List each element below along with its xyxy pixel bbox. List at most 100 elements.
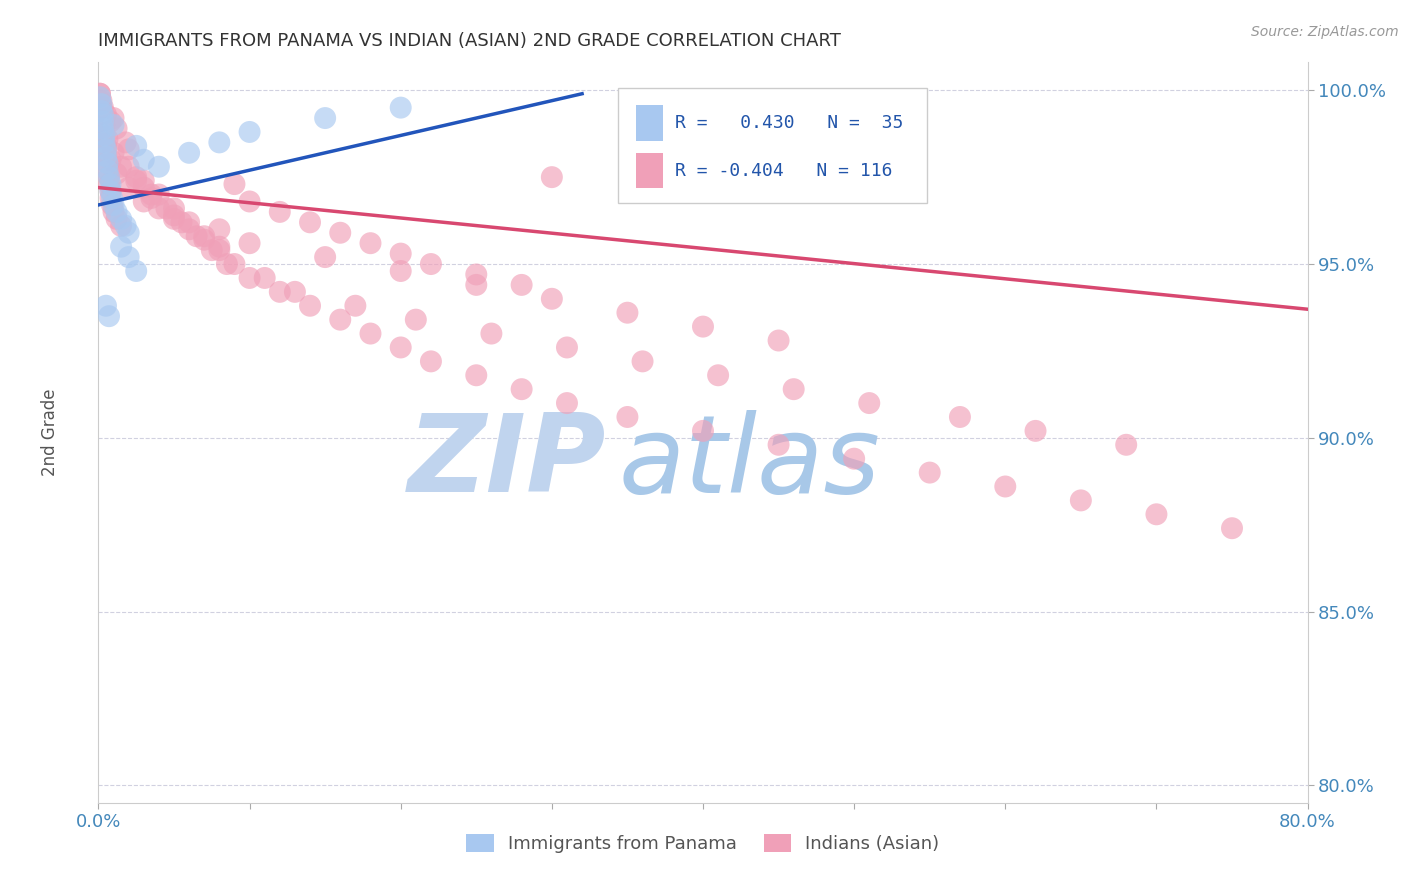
Point (98, 170, 121, 185)
Point (118, 160, 141, 174)
Point (100, 184, 122, 198)
Point (110, 160, 132, 174)
Point (91, 114, 114, 128)
Point (110, 240, 132, 254)
Text: IMMIGRANTS FROM PANAMA VS INDIAN (ASIAN) 2ND GRADE CORRELATION CHART: IMMIGRANTS FROM PANAMA VS INDIAN (ASIAN)… (98, 32, 841, 50)
FancyBboxPatch shape (619, 88, 927, 203)
Point (110, 211, 132, 226)
Point (90, 97, 112, 112)
Point (94, 299, 117, 313)
Point (89, 94, 111, 108)
Point (186, 229, 208, 244)
Point (389, 246, 412, 260)
Point (616, 306, 638, 320)
Point (132, 180, 155, 194)
Bar (637, 153, 664, 188)
Point (100, 177, 122, 191)
Point (125, 139, 148, 153)
Point (94, 149, 117, 163)
Point (208, 136, 231, 150)
Point (1115, 438, 1137, 452)
Point (253, 271, 276, 285)
Point (215, 257, 238, 271)
Point (118, 180, 141, 194)
Point (105, 121, 128, 136)
Point (783, 382, 806, 396)
Point (94, 139, 117, 153)
Point (91, 125, 114, 139)
Point (90, 104, 112, 119)
Point (90, 104, 112, 119)
Point (91, 101, 114, 115)
Point (170, 215, 193, 229)
Point (100, 191, 122, 205)
Point (101, 191, 124, 205)
Point (1024, 424, 1046, 438)
Point (91, 121, 114, 136)
Point (844, 451, 866, 466)
Point (94, 107, 117, 121)
Point (105, 211, 128, 226)
Point (239, 271, 262, 285)
Point (105, 205, 128, 219)
Point (555, 341, 578, 355)
Point (284, 285, 307, 299)
Point (692, 424, 714, 438)
Point (94, 149, 117, 163)
Point (208, 243, 231, 257)
Point (114, 219, 136, 233)
Point (389, 101, 412, 115)
Point (132, 194, 155, 209)
Point (1070, 493, 1092, 508)
Point (360, 326, 382, 341)
Point (163, 202, 186, 216)
Point (93, 128, 115, 143)
Point (344, 299, 367, 313)
Text: ZIP: ZIP (408, 409, 606, 516)
Text: Source: ZipAtlas.com: Source: ZipAtlas.com (1251, 25, 1399, 39)
Point (389, 341, 412, 355)
Point (465, 277, 488, 292)
Point (132, 153, 155, 167)
Point (163, 208, 186, 222)
Point (540, 170, 562, 185)
Point (163, 211, 186, 226)
Point (224, 257, 246, 271)
Point (481, 326, 503, 341)
Point (329, 312, 352, 326)
Point (103, 118, 125, 132)
Point (91, 114, 114, 128)
Point (918, 466, 941, 480)
Point (93, 118, 115, 132)
Point (555, 396, 578, 410)
Point (93, 128, 115, 143)
Point (768, 334, 790, 348)
Point (239, 125, 262, 139)
Point (103, 205, 125, 219)
Point (96, 156, 118, 170)
Point (707, 368, 730, 383)
Point (269, 285, 291, 299)
Point (201, 243, 224, 257)
Point (89, 87, 111, 101)
Point (91, 107, 114, 121)
Point (510, 277, 533, 292)
Point (269, 205, 291, 219)
Point (90, 94, 112, 108)
Point (98, 309, 121, 323)
Point (465, 368, 488, 383)
Point (314, 250, 336, 264)
Point (768, 438, 790, 452)
Point (118, 142, 141, 156)
Text: R =   0.430   N =  35: R = 0.430 N = 35 (675, 114, 904, 132)
Point (125, 170, 148, 185)
Point (465, 268, 488, 282)
Point (994, 479, 1017, 493)
Point (103, 145, 125, 160)
Point (132, 173, 155, 187)
Point (208, 240, 231, 254)
Point (1220, 521, 1243, 535)
Point (141, 191, 163, 205)
Point (89, 90, 111, 104)
Point (692, 319, 714, 334)
